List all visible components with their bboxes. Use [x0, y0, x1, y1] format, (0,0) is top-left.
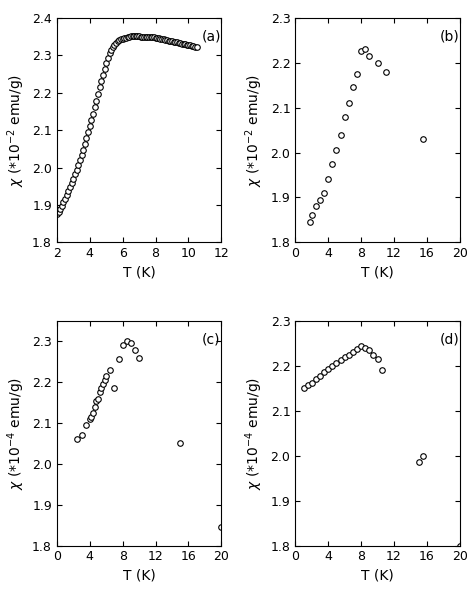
Text: (d): (d) [440, 332, 460, 346]
X-axis label: T (K): T (K) [361, 569, 394, 583]
Y-axis label: $\chi$ (*10$^{-4}$ emu/g): $\chi$ (*10$^{-4}$ emu/g) [5, 377, 27, 490]
Y-axis label: $\chi$ (*10$^{-2}$ emu/g): $\chi$ (*10$^{-2}$ emu/g) [244, 74, 265, 187]
Text: (c): (c) [201, 332, 220, 346]
Text: (b): (b) [440, 29, 460, 43]
X-axis label: T (K): T (K) [361, 266, 394, 280]
Y-axis label: $\chi$ (*10$^{-2}$ emu/g): $\chi$ (*10$^{-2}$ emu/g) [5, 74, 27, 187]
Text: (a): (a) [201, 29, 221, 43]
X-axis label: T (K): T (K) [123, 569, 155, 583]
Y-axis label: $\chi$ (*10$^{-4}$ emu/g): $\chi$ (*10$^{-4}$ emu/g) [244, 377, 265, 490]
X-axis label: T (K): T (K) [123, 266, 155, 280]
